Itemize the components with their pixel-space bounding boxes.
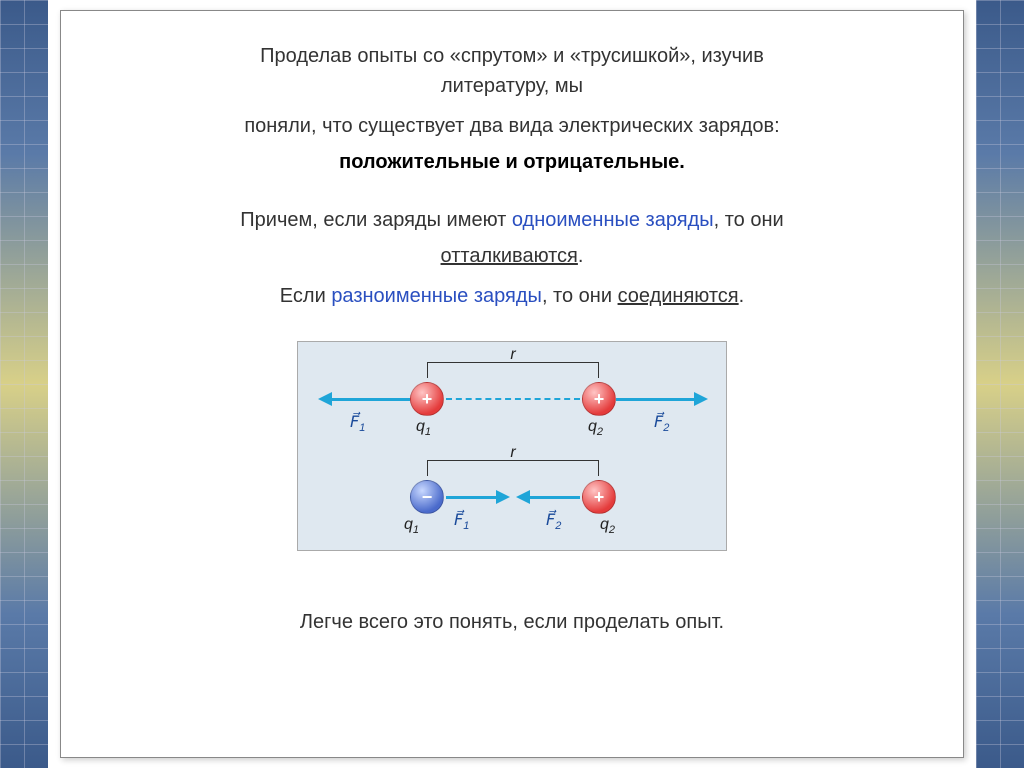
charge-q2-pos: + — [582, 480, 616, 514]
charge-label-q1: q1 — [416, 418, 431, 438]
charge-q1-neg: − — [410, 480, 444, 514]
force-label-f2: F⃗2 — [654, 412, 669, 434]
rule1-under: отталкиваются — [441, 245, 578, 267]
charge-q1-pos: + — [410, 382, 444, 416]
force-arrow-f1-line — [446, 496, 496, 499]
force-arrow-right-head — [694, 392, 708, 406]
intro-line-1b: литературу, мы — [101, 71, 923, 101]
rule2-pre: Если — [280, 285, 332, 307]
force-arrow-f1-head — [496, 490, 510, 504]
main-text: Проделав опыты со «спрутом» и «трусишкой… — [101, 41, 923, 311]
rule2-accent: разноименные заряды — [331, 285, 542, 307]
force-label-f1: F⃗1 — [454, 510, 469, 532]
right-decor-strip — [976, 0, 1024, 768]
diagram-row-attract: r − q1 F⃗1 F⃗2 + q2 — [298, 452, 726, 542]
rule1-outcome: отталкиваются. — [101, 241, 923, 271]
distance-bracket — [427, 460, 599, 476]
rule1-end: . — [578, 245, 584, 267]
rule1-post: , то они — [714, 209, 784, 231]
diagram-row-repel: r F⃗1 + q1 + q2 F⃗2 — [298, 354, 726, 444]
left-decor-strip — [0, 0, 48, 768]
rule2-end: . — [739, 285, 745, 307]
charge-q2-pos: + — [582, 382, 616, 416]
distance-label-r: r — [503, 444, 523, 462]
dash-between — [446, 398, 580, 400]
rule1-pre: Причем, если заряды имеют — [240, 209, 512, 231]
force-arrow-left-line — [332, 398, 410, 401]
force-label-f2: F⃗2 — [546, 510, 561, 532]
rule2-under: соединяются — [618, 285, 739, 307]
plus-icon: + — [583, 389, 615, 410]
bold-line: положительные и отрицательные. — [101, 147, 923, 177]
slide-panel: Проделав опыты со «спрутом» и «трусишкой… — [60, 10, 964, 758]
intro-line-1: Проделав опыты со «спрутом» и «трусишкой… — [101, 41, 923, 71]
intro-line-2: поняли, что существует два вида электрич… — [101, 111, 923, 141]
grid-pattern — [0, 0, 48, 768]
minus-icon: − — [411, 487, 443, 508]
force-label-f1: F⃗1 — [350, 412, 365, 434]
distance-label-r: r — [503, 346, 523, 364]
force-arrow-left-head — [318, 392, 332, 406]
rule2-post: , то они — [542, 285, 618, 307]
rule-same-charges: Причем, если заряды имеют одноименные за… — [101, 205, 923, 235]
force-arrow-f2-head — [516, 490, 530, 504]
footer-text: Легче всего это понять, если проделать о… — [101, 611, 923, 634]
rule1-accent: одноименные заряды — [512, 209, 714, 231]
rule-diff-charges: Если разноименные заряды, то они соединя… — [101, 281, 923, 311]
charge-label-q2: q2 — [600, 516, 615, 536]
force-arrow-f2-line — [530, 496, 580, 499]
grid-pattern — [976, 0, 1024, 768]
charge-label-q1: q1 — [404, 516, 419, 536]
distance-bracket — [427, 362, 599, 378]
force-arrow-right-line — [616, 398, 694, 401]
plus-icon: + — [583, 487, 615, 508]
plus-icon: + — [411, 389, 443, 410]
charge-label-q2: q2 — [588, 418, 603, 438]
charges-diagram: r F⃗1 + q1 + q2 F⃗2 r − q1 — [297, 341, 727, 551]
